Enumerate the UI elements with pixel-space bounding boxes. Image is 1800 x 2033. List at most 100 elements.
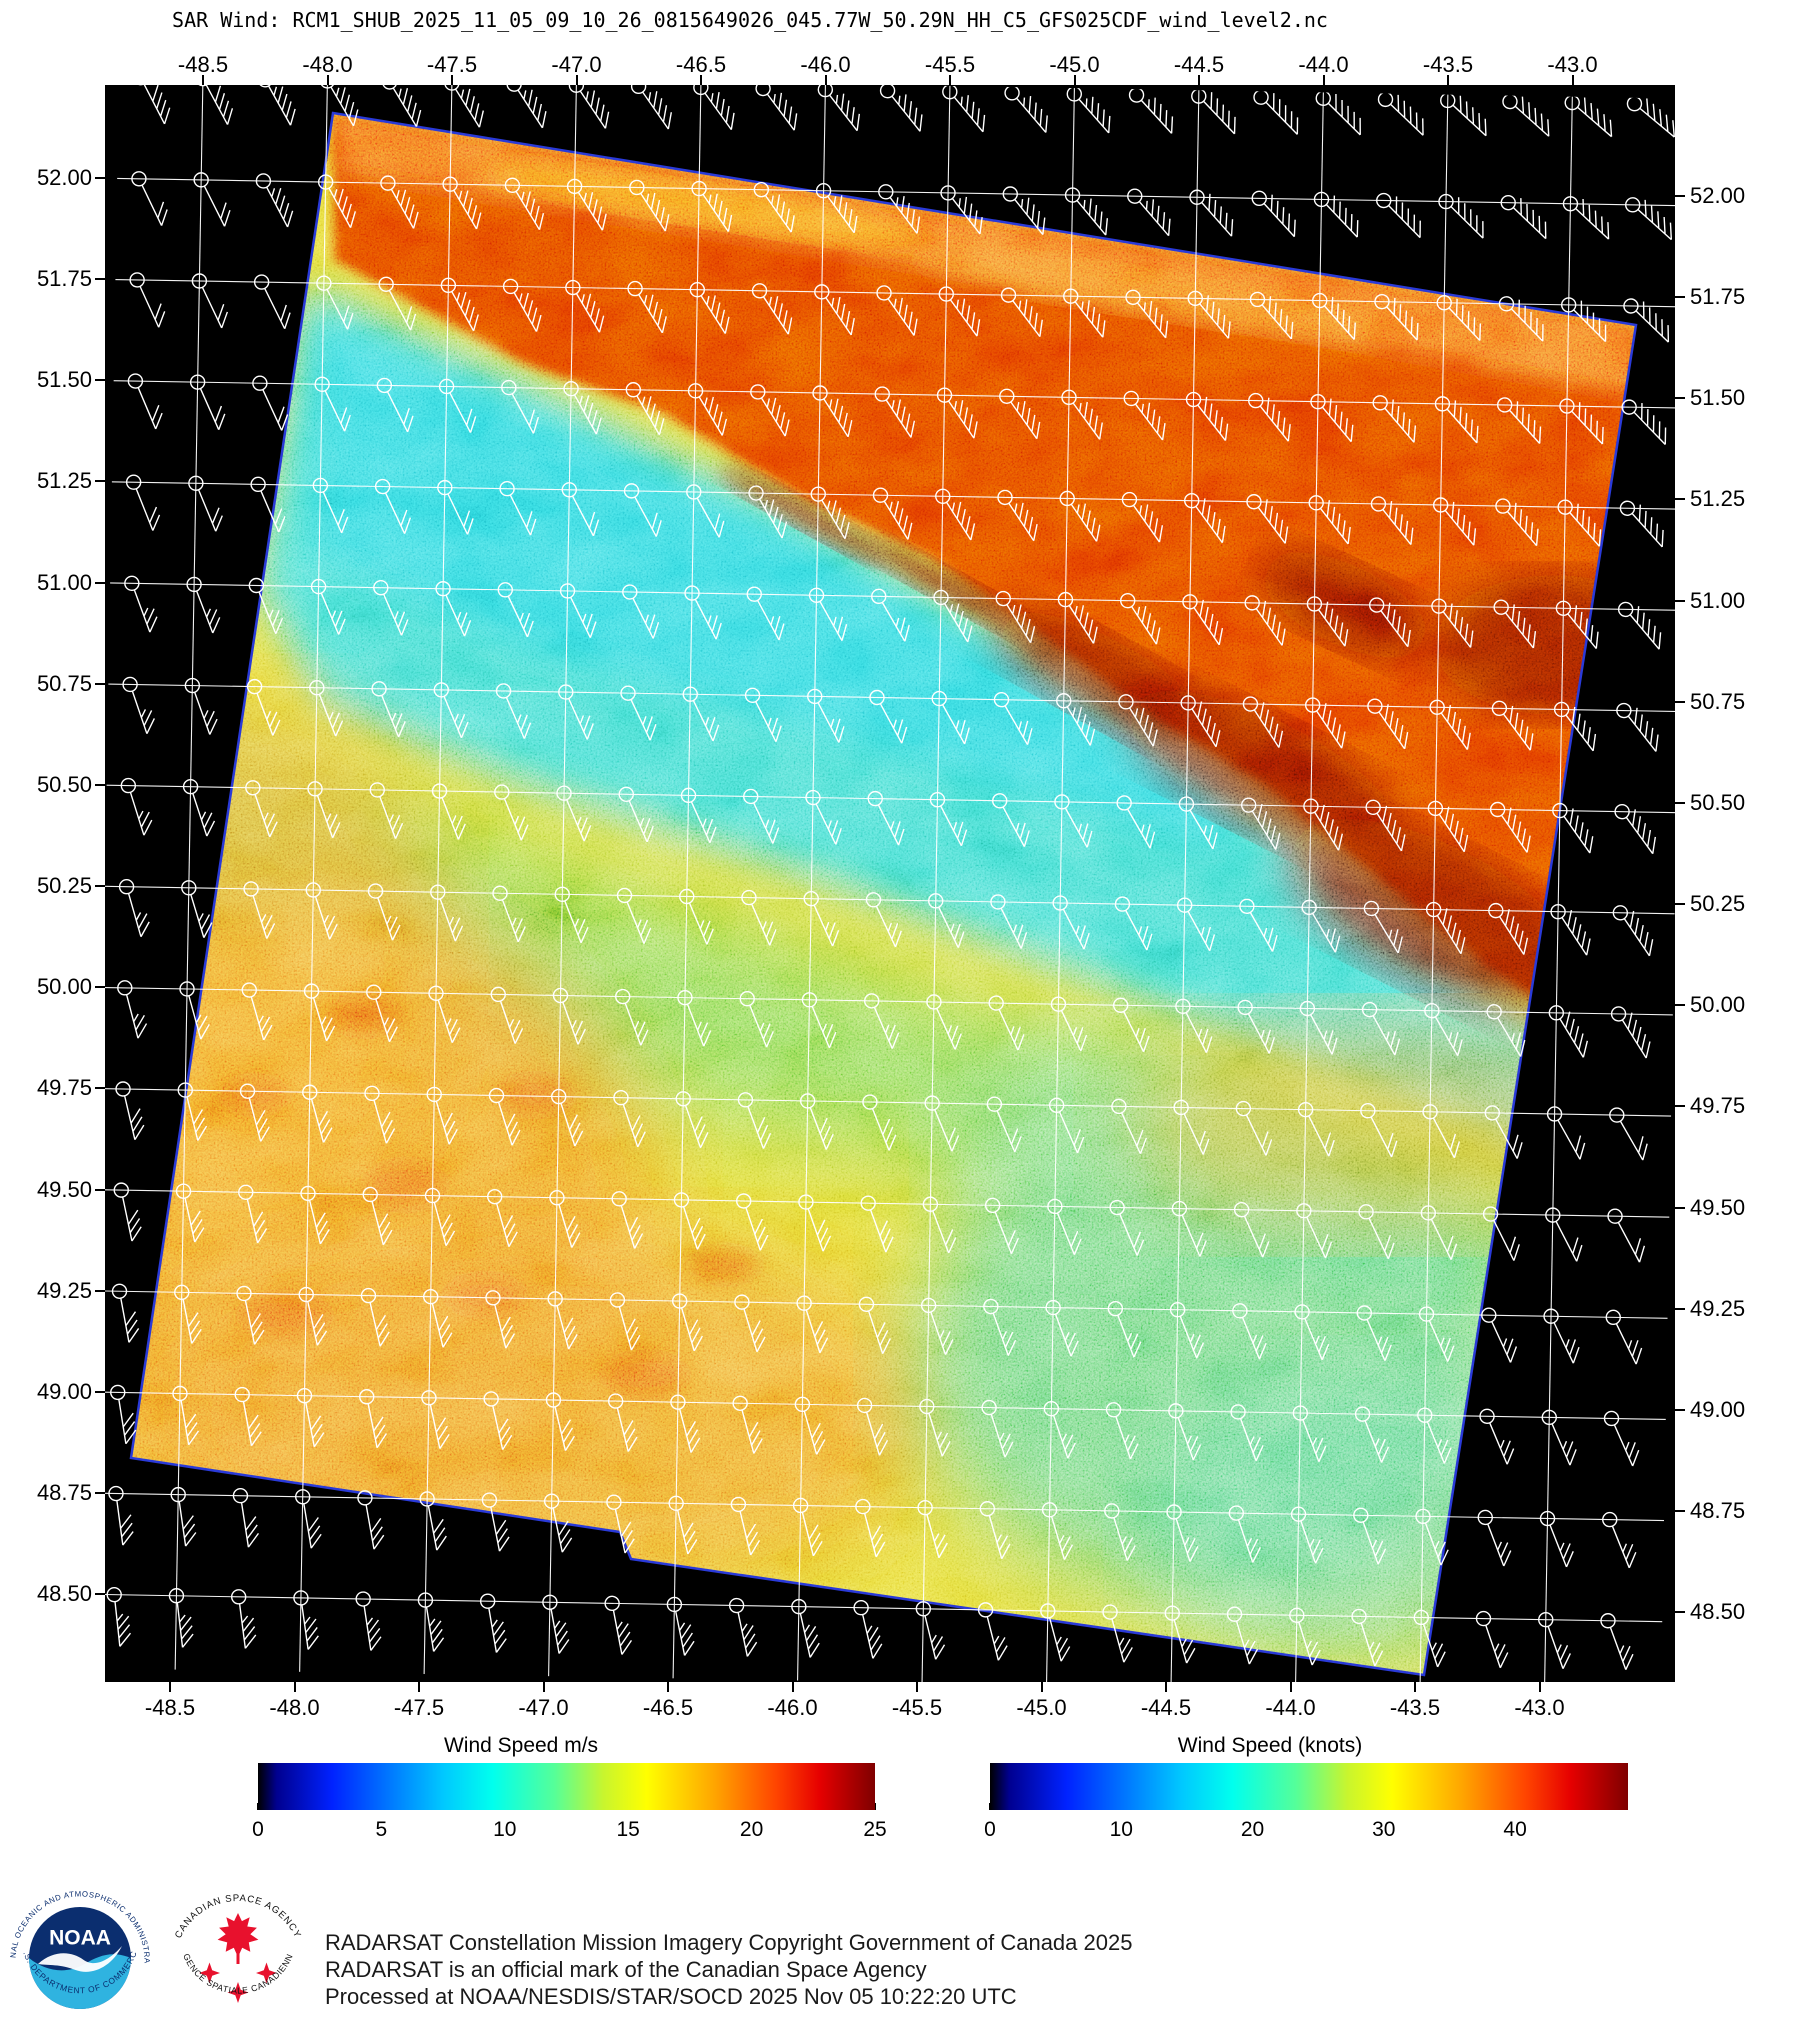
wind-barb-shaft [1360, 1623, 1384, 1667]
wind-barb-station-circle [1230, 1404, 1246, 1420]
wind-barb-shaft [887, 297, 918, 336]
lon-label-bottom: -46.0 [767, 1695, 818, 1720]
wind-barb-shaft [307, 1301, 328, 1346]
wind-barb [983, 1298, 1017, 1356]
wind-barb [1168, 1403, 1202, 1461]
wind-barb [1248, 392, 1291, 442]
wind-barb-station-circle [236, 1285, 252, 1302]
wind-barb [668, 1495, 698, 1555]
wind-barb-station-circle [1182, 594, 1198, 610]
wind-barb-shaft [1639, 98, 1675, 138]
wind-barb-shaft [377, 897, 401, 941]
wind-barb [993, 691, 1033, 746]
wind-barb-station-circle [1000, 287, 1017, 303]
wind-barb-shaft [176, 1602, 194, 1648]
lon-tick-top [1322, 75, 1325, 85]
wind-barb-shaft [1615, 1323, 1643, 1365]
lat-label-right: 51.25 [1690, 486, 1746, 512]
wind-barb-station-circle [309, 680, 325, 696]
wind-barb [1050, 996, 1088, 1052]
wind-barb-shaft [1372, 1015, 1401, 1056]
wind-barb-shaft [871, 1108, 897, 1151]
wind-barb [810, 486, 850, 540]
wind-barb-shaft [992, 1313, 1017, 1356]
wind-barb-shaft [139, 286, 166, 328]
wind-barb-shaft [694, 599, 722, 640]
lat-label-left: 49.50 [36, 1176, 92, 1202]
wind-barb [807, 688, 845, 743]
wind-barb-station-circle [1623, 298, 1639, 314]
wind-barb [687, 383, 728, 436]
wind-barb [684, 585, 722, 640]
wind-barb-station-circle [1292, 1405, 1309, 1421]
wind-barbs-layer [106, 85, 1675, 1670]
wind-barb [801, 992, 837, 1049]
wind-barb-station-circle [1539, 1510, 1556, 1527]
wind-barb-station-circle [1491, 700, 1508, 717]
wind-barb [1064, 187, 1109, 236]
lat-label-right: 48.50 [1690, 1599, 1746, 1625]
wind-barb-station-circle [357, 1490, 373, 1506]
wind-barb-shaft [1382, 501, 1414, 545]
wind-barb-shaft [624, 1003, 649, 1046]
wind-barb-station-circle [1543, 1308, 1559, 1324]
lon-label-top: -44.0 [1298, 52, 1349, 77]
wind-barb-station-circle [1429, 699, 1445, 715]
wind-barb-shaft [682, 1206, 706, 1250]
wind-barb [739, 991, 774, 1048]
wind-barb-shaft [1512, 198, 1547, 240]
wind-barb [977, 1602, 1008, 1661]
lat-tick-left [95, 581, 105, 584]
wind-barb-shaft [388, 290, 417, 331]
wind-barb-station-circle [687, 383, 704, 399]
wind-barb [1187, 290, 1231, 339]
wind-barb-station-circle [444, 85, 460, 91]
wind-barb-shaft [949, 298, 981, 337]
wind-barb [1557, 499, 1602, 547]
wind-barb-shaft [1633, 403, 1667, 445]
wind-barb [878, 184, 921, 234]
wind-barb-shaft [1117, 1315, 1142, 1358]
wind-barb [565, 279, 605, 333]
wind-barb [743, 788, 780, 844]
wind-barb [245, 780, 278, 838]
wind-barb-station-circle [1168, 1403, 1184, 1419]
lon-tick-top [202, 75, 204, 85]
wind-barb-shaft [1567, 605, 1599, 650]
wind-barb [992, 793, 1030, 847]
wind-barb-station-circle [172, 1385, 188, 1402]
wind-barb-shaft [803, 1411, 826, 1455]
wind-barb-station-circle [1312, 292, 1328, 309]
lat-tick-left [95, 1087, 105, 1090]
meridian-line [174, 85, 205, 1682]
wind-barb-shaft [554, 1406, 575, 1451]
wind-barb [490, 986, 524, 1044]
wind-barb [487, 1188, 518, 1248]
wind-barb [799, 1093, 834, 1150]
lon-tick-top [1447, 75, 1449, 85]
wind-barb-shaft [885, 399, 916, 438]
wind-barb [257, 85, 296, 126]
wind-barb-station-circle [1251, 190, 1267, 207]
wind-barb [543, 1493, 573, 1553]
lat-label-right: 50.00 [1690, 992, 1746, 1018]
lon-label-bottom: -45.0 [1016, 1695, 1067, 1720]
parallel-line [105, 177, 1675, 207]
wind-barb-station-circle [1045, 1299, 1061, 1316]
wind-barb [1609, 1107, 1648, 1161]
wind-barb [1422, 1104, 1461, 1159]
wind-barb-shaft [326, 289, 354, 330]
lat-label-right: 49.00 [1690, 1396, 1746, 1422]
lon-label-top: -46.0 [800, 52, 851, 77]
wind-barb-shaft [1010, 401, 1041, 440]
wind-barb-shaft [131, 691, 155, 735]
lat-label-right: 51.75 [1690, 284, 1746, 310]
wind-barb-shaft [1493, 1220, 1520, 1261]
wind-barb [1166, 1504, 1199, 1562]
wind-barb [366, 984, 398, 1043]
wind-barb-shaft [1390, 94, 1424, 136]
wind-barb-station-circle [230, 1589, 247, 1605]
lat-label-left: 52.00 [36, 165, 92, 190]
wind-barb [433, 682, 469, 739]
wind-barb-shaft [811, 1006, 837, 1049]
